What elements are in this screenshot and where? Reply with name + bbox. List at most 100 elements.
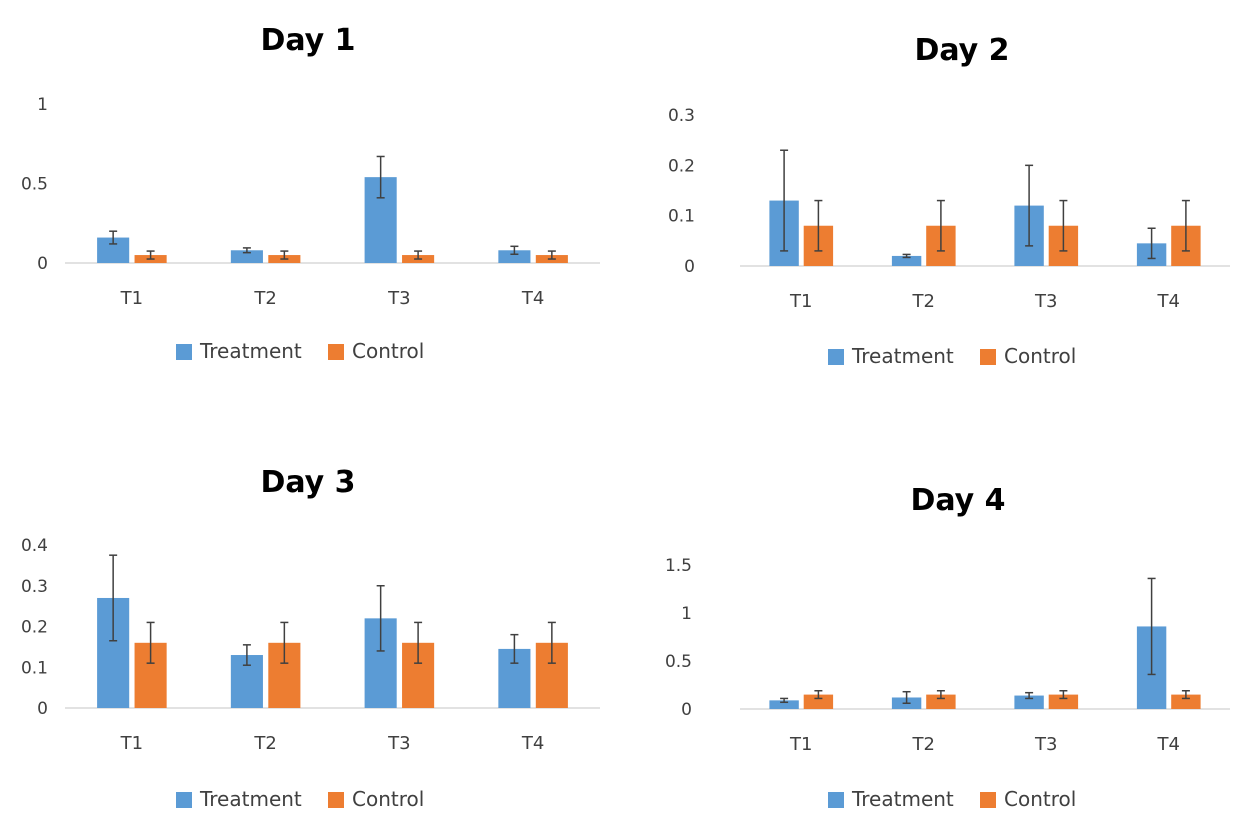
- bar-control-t4: [1171, 694, 1201, 709]
- error-bar: [780, 697, 789, 704]
- error-bar: [510, 633, 519, 664]
- x-category-label: T3: [387, 733, 410, 754]
- bar-treatment-t3: [1014, 695, 1044, 709]
- y-tick-label: 0.5: [665, 652, 692, 672]
- legend-swatch-control: [980, 792, 996, 808]
- legend-swatch-treatment: [176, 344, 192, 360]
- legend-swatch-control: [328, 344, 344, 360]
- error-bar: [814, 690, 823, 700]
- legend-swatch-treatment: [176, 792, 192, 808]
- legend-label-treatment: Treatment: [199, 339, 302, 363]
- chart-title: Day 3: [260, 465, 355, 500]
- chart-day-2: Day 2 0 0.1 0.2 0.3 T1 T2 T3 T4 Treatment Control: [620, 0, 1240, 400]
- y-tick-label: 0: [37, 699, 48, 719]
- bar-treatment-t2: [891, 255, 922, 266]
- legend: Treatment Control: [828, 787, 1076, 811]
- legend-swatch-control: [980, 349, 996, 365]
- error-bar: [109, 554, 118, 642]
- error-bar: [547, 621, 556, 664]
- error-bar: [280, 250, 289, 260]
- legend-swatch-control: [328, 792, 344, 808]
- error-bar: [1025, 691, 1034, 700]
- legend-label-treatment: Treatment: [851, 344, 954, 368]
- y-tick-label: 0.4: [21, 536, 48, 556]
- x-category-label: T3: [1034, 734, 1057, 755]
- chart-svg-day-2: Day 2 0 0.1 0.2 0.3 T1 T2 T3 T4 Treatment Control: [668, 33, 1230, 368]
- y-tick-label: 0.1: [668, 207, 695, 227]
- error-bar: [109, 230, 118, 245]
- error-bar: [780, 149, 789, 252]
- bar-treatment-t2: [230, 250, 263, 263]
- chart-svg-day-4: Day 4 0 0.5 1 1.5 T1 T2 T3 T4 Treatment Control: [665, 483, 1230, 811]
- error-bar: [902, 253, 911, 259]
- y-tick-label: 1.5: [665, 556, 692, 576]
- error-bar: [242, 644, 251, 666]
- bar-control-t1: [803, 694, 834, 709]
- error-bar: [1147, 227, 1156, 260]
- error-bar: [376, 155, 385, 199]
- legend-swatch-treatment: [828, 792, 844, 808]
- bar-treatment-t4: [498, 250, 531, 263]
- legend-label-control: Control: [352, 787, 424, 811]
- legend-swatch-treatment: [828, 349, 844, 365]
- error-bar: [1181, 690, 1190, 700]
- chart-svg-day-1: Day 1 0 0.5 1 T1 T2 T3 T4 Treatment Control: [21, 23, 600, 363]
- error-bar: [146, 250, 155, 260]
- y-tick-label: 0: [684, 257, 695, 277]
- bar-control-t3: [1048, 694, 1079, 709]
- error-bar: [242, 247, 251, 254]
- legend-label-control: Control: [1004, 344, 1076, 368]
- y-tick-label: 1: [681, 604, 692, 624]
- error-bar: [814, 199, 823, 252]
- y-tick-label: 0.2: [21, 618, 48, 638]
- x-category-label: T4: [521, 288, 544, 309]
- x-category-label: T2: [912, 734, 935, 755]
- legend-label-control: Control: [1004, 787, 1076, 811]
- y-tick-label: 0.2: [668, 156, 695, 176]
- error-bar: [510, 245, 519, 256]
- x-category-label: T1: [120, 733, 143, 754]
- error-bar: [414, 250, 423, 260]
- y-tick-label: 0.3: [21, 577, 48, 597]
- chart-day-3: Day 3 0 0.1 0.2 0.3 0.4 T1 T2 T3 T4 Treatment Contr…: [0, 417, 620, 817]
- error-bar: [376, 585, 385, 652]
- y-tick-label: 0.3: [668, 106, 695, 126]
- y-tick-label: 0: [681, 700, 692, 720]
- x-category-label: T2: [912, 291, 935, 312]
- x-category-label: T3: [387, 288, 410, 309]
- x-category-label: T1: [789, 734, 812, 755]
- bar-control-t2: [926, 694, 956, 709]
- legend-label-treatment: Treatment: [199, 787, 302, 811]
- error-bar: [1059, 690, 1068, 700]
- x-category-label: T2: [253, 733, 276, 754]
- x-category-label: T2: [253, 288, 276, 309]
- legend: Treatment Control: [176, 787, 424, 811]
- bar-treatment-t1: [769, 700, 799, 709]
- x-category-label: T4: [1157, 734, 1180, 755]
- legend-label-treatment: Treatment: [851, 787, 954, 811]
- error-bar: [414, 621, 423, 664]
- legend-label-control: Control: [352, 339, 424, 363]
- x-category-label: T3: [1034, 291, 1057, 312]
- error-bar: [280, 621, 289, 664]
- x-category-label: T4: [1157, 291, 1180, 312]
- y-tick-label: 0.5: [21, 175, 48, 195]
- error-bar: [936, 690, 945, 700]
- legend: Treatment Control: [828, 344, 1076, 368]
- error-bar: [1147, 577, 1156, 676]
- error-bar: [936, 199, 945, 252]
- chart-day-1: Day 1 0 0.5 1 T1 T2 T3 T4 Treatment Control: [0, 0, 620, 400]
- x-category-label: T1: [120, 288, 143, 309]
- error-bar: [902, 690, 911, 704]
- error-bar: [547, 250, 556, 260]
- y-tick-label: 1: [37, 95, 48, 115]
- chart-svg-day-3: Day 3 0 0.1 0.2 0.3 0.4 T1 T2 T3 T4 Treatment Contr…: [21, 465, 600, 811]
- error-bar: [1181, 199, 1190, 252]
- error-bar: [146, 621, 155, 664]
- y-tick-label: 0.1: [21, 658, 48, 678]
- x-category-label: T1: [789, 291, 812, 312]
- chart-title: Day 1: [260, 23, 355, 58]
- y-tick-label: 0: [37, 254, 48, 274]
- chart-day-4: Day 4 0 0.5 1 1.5 T1 T2 T3 T4 Treatment Control: [620, 417, 1240, 817]
- error-bar: [1059, 199, 1068, 252]
